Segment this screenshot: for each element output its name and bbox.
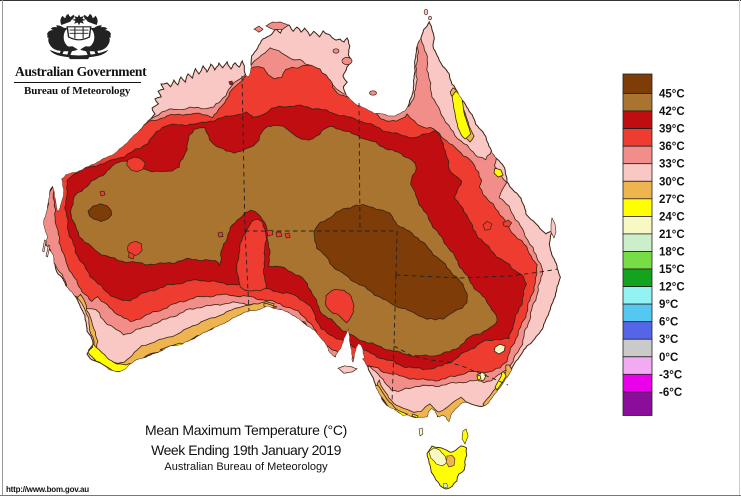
svg-text:-3°C: -3°C <box>659 369 682 381</box>
svg-text:30°C: 30°C <box>659 176 685 188</box>
svg-text:6°C: 6°C <box>659 317 678 329</box>
svg-text:33°C: 33°C <box>659 159 685 171</box>
svg-text:24°C: 24°C <box>659 211 685 223</box>
svg-text:3°C: 3°C <box>659 334 678 346</box>
svg-text:0°C: 0°C <box>659 352 678 364</box>
svg-text:-6°C: -6°C <box>659 387 682 399</box>
svg-text:39°C: 39°C <box>659 124 685 136</box>
svg-text:12°C: 12°C <box>659 282 685 294</box>
svg-text:15°C: 15°C <box>659 264 685 276</box>
svg-text:9°C: 9°C <box>659 299 678 311</box>
svg-text:42°C: 42°C <box>659 106 685 118</box>
svg-text:18°C: 18°C <box>659 247 685 259</box>
svg-text:45°C: 45°C <box>659 89 685 101</box>
svg-text:36°C: 36°C <box>659 141 685 153</box>
svg-text:21°C: 21°C <box>659 229 685 241</box>
svg-text:27°C: 27°C <box>659 194 685 206</box>
